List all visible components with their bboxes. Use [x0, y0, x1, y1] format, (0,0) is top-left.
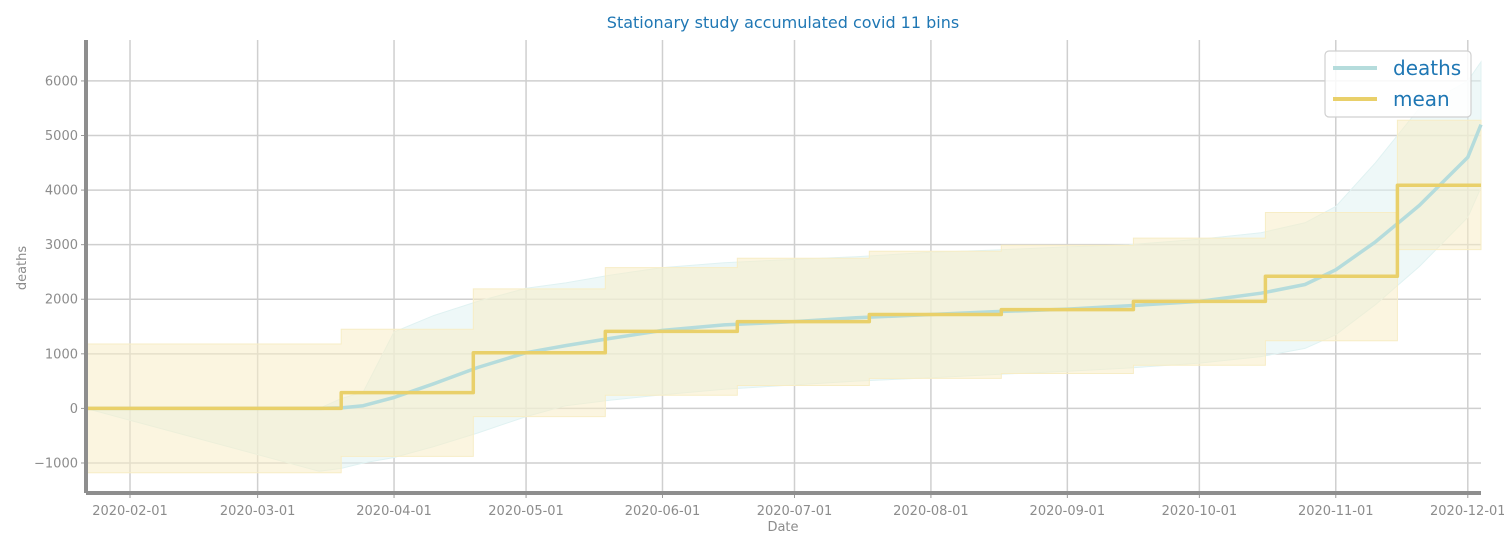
x-tick-label: 2020-12-01: [1430, 504, 1504, 519]
x-tick-label: 2020-06-01: [625, 504, 701, 519]
x-tick-label: 2020-11-01: [1298, 504, 1374, 519]
x-tick-label: 2020-04-01: [356, 504, 432, 519]
y-tick-label: 1000: [45, 347, 78, 362]
confidence-bands: [85, 60, 1482, 474]
legend: deaths mean: [1324, 50, 1472, 118]
y-tick-label: 5000: [45, 129, 78, 144]
x-tick-label: 2020-03-01: [220, 504, 296, 519]
series-lines: [85, 123, 1483, 411]
axes: [84, 40, 1481, 495]
line-deaths: [86, 123, 1483, 411]
x-tick-label: 2020-07-01: [757, 504, 833, 519]
x-tick-label: 2020-05-01: [488, 504, 564, 519]
y-tick-label: 4000: [45, 184, 78, 199]
legend-label-mean: mean: [1393, 87, 1450, 111]
chart-title: Stationary study accumulated covid 11 bi…: [607, 13, 959, 32]
legend-label-deaths: deaths: [1393, 56, 1461, 80]
y-axis-label: deaths: [15, 246, 30, 291]
x-tick-labels: 2020-02-01 2020-03-01 2020-04-01 2020-05-01…: [92, 504, 1504, 519]
x-tick-label: 2020-08-01: [893, 504, 969, 519]
x-axis-label: Date: [767, 520, 798, 535]
x-tick-label: 2020-10-01: [1162, 504, 1238, 519]
band-mean: [85, 119, 1482, 474]
y-tick-label: 3000: [45, 238, 78, 253]
line-mean: [86, 183, 1481, 411]
y-tick-label: 2000: [45, 293, 78, 308]
x-tick-label: 2020-09-01: [1030, 504, 1106, 519]
y-tick-label: 6000: [45, 74, 78, 89]
x-tick-label: 2020-02-01: [92, 504, 168, 519]
y-tick-label: −1000: [34, 456, 78, 471]
y-tick-labels: −1000 0 1000 2000 3000 4000 5000 6000: [34, 74, 78, 471]
y-tick-label: 0: [70, 402, 78, 417]
